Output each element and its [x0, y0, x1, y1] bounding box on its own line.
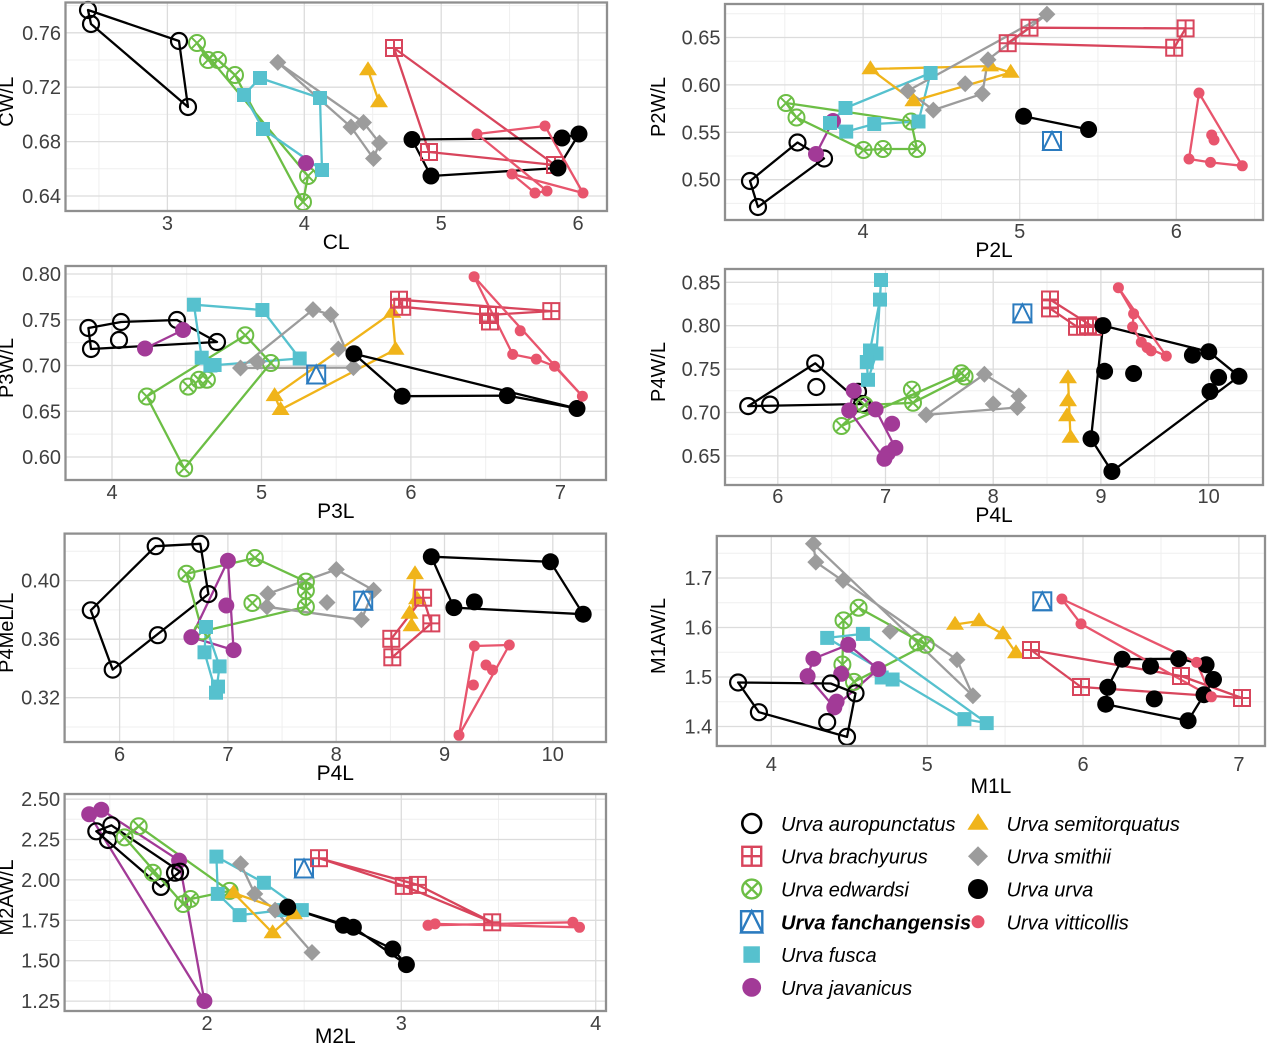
svg-text:0.70: 0.70	[22, 356, 61, 378]
svg-text:0.75: 0.75	[22, 310, 61, 332]
svg-text:1.75: 1.75	[21, 910, 60, 932]
svg-text:P3L: P3L	[317, 500, 354, 523]
svg-text:Urva edwardsi: Urva edwardsi	[781, 880, 909, 902]
svg-text:1.50: 1.50	[21, 951, 60, 973]
svg-text:6: 6	[114, 744, 125, 766]
svg-text:Urva fanchangensis: Urva fanchangensis	[781, 912, 971, 934]
svg-text:9: 9	[439, 744, 450, 766]
svg-text:1.6: 1.6	[684, 618, 712, 640]
svg-text:1.5: 1.5	[684, 667, 712, 689]
svg-text:Urva brachyurus: Urva brachyurus	[781, 847, 928, 869]
svg-text:0.64: 0.64	[22, 186, 61, 208]
svg-text:0.60: 0.60	[22, 447, 61, 469]
svg-text:6: 6	[1077, 754, 1088, 776]
svg-text:2.50: 2.50	[21, 789, 60, 811]
svg-text:4: 4	[858, 221, 869, 243]
svg-text:M2L: M2L	[315, 1025, 356, 1047]
svg-text:1.25: 1.25	[21, 991, 60, 1013]
svg-text:Urva semitorquatus: Urva semitorquatus	[1007, 814, 1180, 836]
svg-text:P4W/L: P4W/L	[648, 342, 670, 402]
svg-text:Urva urva: Urva urva	[1007, 880, 1094, 902]
svg-text:6: 6	[1171, 221, 1182, 243]
svg-text:0.68: 0.68	[22, 132, 61, 154]
svg-text:2: 2	[201, 1013, 212, 1035]
svg-text:Urva auropunctatus: Urva auropunctatus	[781, 814, 956, 836]
svg-text:10: 10	[1197, 486, 1219, 508]
svg-text:P4L: P4L	[975, 504, 1012, 527]
svg-text:0.50: 0.50	[682, 170, 721, 192]
svg-text:0.76: 0.76	[22, 23, 61, 45]
svg-text:P2W/L: P2W/L	[648, 77, 670, 137]
svg-text:Urva vitticollis: Urva vitticollis	[1007, 912, 1129, 934]
svg-text:8: 8	[988, 486, 999, 508]
svg-text:0.65: 0.65	[682, 28, 721, 50]
svg-text:6: 6	[573, 213, 584, 235]
svg-text:0.75: 0.75	[682, 359, 721, 381]
svg-text:4: 4	[299, 213, 310, 235]
svg-text:0.80: 0.80	[22, 264, 61, 286]
svg-text:CL: CL	[323, 231, 350, 254]
svg-text:0.40: 0.40	[21, 571, 60, 593]
svg-text:Urva javanicus: Urva javanicus	[781, 978, 912, 1000]
svg-text:5: 5	[922, 754, 933, 776]
svg-text:10: 10	[542, 744, 564, 766]
svg-text:7: 7	[1233, 754, 1244, 776]
svg-text:CW/L: CW/L	[0, 77, 18, 127]
svg-text:7: 7	[880, 486, 891, 508]
svg-text:P4MeL/L: P4MeL/L	[0, 593, 18, 673]
svg-text:5: 5	[436, 213, 447, 235]
svg-text:5: 5	[256, 482, 267, 504]
svg-text:Urva fusca: Urva fusca	[781, 945, 877, 967]
svg-text:0.32: 0.32	[21, 688, 60, 710]
svg-text:0.60: 0.60	[682, 75, 721, 97]
svg-text:P2L: P2L	[975, 239, 1012, 262]
svg-text:3: 3	[162, 213, 173, 235]
svg-text:4: 4	[106, 482, 117, 504]
svg-text:0.65: 0.65	[682, 446, 721, 468]
svg-text:0.65: 0.65	[22, 401, 61, 423]
svg-text:0.55: 0.55	[682, 122, 721, 144]
svg-text:0.80: 0.80	[682, 316, 721, 338]
svg-text:Urva smithii: Urva smithii	[1007, 847, 1112, 869]
svg-text:5: 5	[1014, 221, 1025, 243]
svg-text:M1AW/L: M1AW/L	[648, 598, 670, 674]
svg-text:0.85: 0.85	[682, 272, 721, 294]
svg-text:P3W/L: P3W/L	[0, 338, 18, 398]
svg-text:6: 6	[772, 486, 783, 508]
svg-text:0.70: 0.70	[682, 403, 721, 425]
svg-text:M1L: M1L	[970, 775, 1011, 798]
svg-text:1.7: 1.7	[684, 568, 712, 590]
svg-text:6: 6	[405, 482, 416, 504]
svg-text:3: 3	[396, 1013, 407, 1035]
svg-text:7: 7	[222, 744, 233, 766]
svg-text:9: 9	[1095, 486, 1106, 508]
svg-text:8: 8	[331, 744, 342, 766]
svg-text:4: 4	[766, 754, 777, 776]
svg-text:P4L: P4L	[317, 762, 354, 785]
svg-text:0.36: 0.36	[21, 629, 60, 651]
svg-text:7: 7	[555, 482, 566, 504]
svg-text:4: 4	[590, 1013, 601, 1035]
svg-text:1.4: 1.4	[684, 717, 712, 739]
svg-text:0.72: 0.72	[22, 77, 61, 99]
svg-text:M2AW/L: M2AW/L	[0, 860, 18, 936]
svg-text:2.25: 2.25	[21, 830, 60, 852]
svg-text:2.00: 2.00	[21, 870, 60, 892]
